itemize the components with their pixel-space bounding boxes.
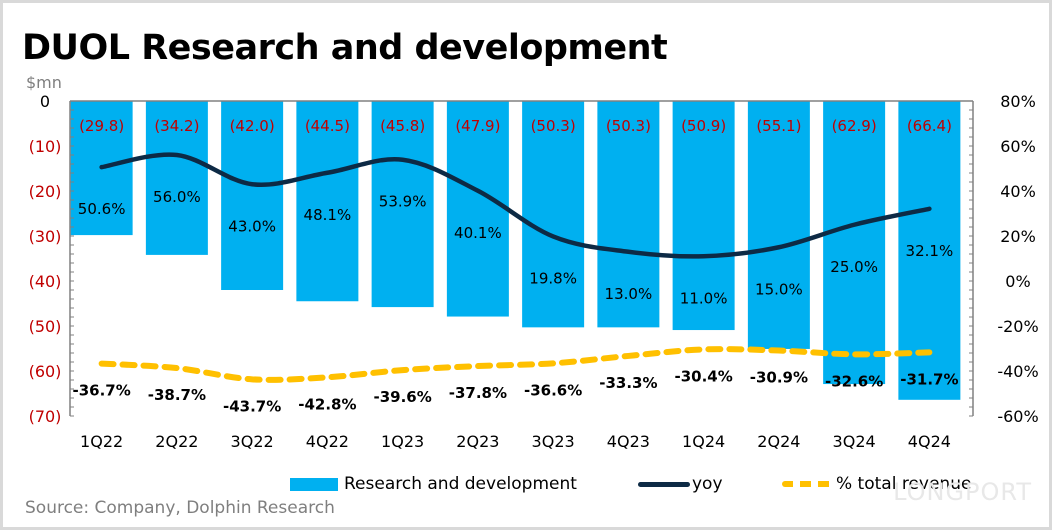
legend-item-rd: Research and development	[290, 473, 577, 495]
right-axis-tick-label: -20%	[997, 317, 1038, 336]
left-axis-tick-label: (60)	[29, 362, 62, 381]
revenue-value-label: -32.6%	[825, 372, 883, 390]
left-axis-unit: $mn	[26, 73, 62, 92]
bar-value-label: (34.2)	[154, 117, 199, 135]
left-axis-tick-label: (70)	[29, 407, 62, 426]
right-axis-tick-label: 40%	[1000, 182, 1036, 201]
yoy-value-label: 53.9%	[379, 193, 427, 211]
bar-rd	[823, 101, 886, 385]
revenue-value-label: -33.3%	[599, 374, 657, 392]
right-axis-tick-label: 80%	[1000, 92, 1036, 111]
bar-value-label: (50.9)	[681, 117, 726, 135]
revenue-value-label: -36.7%	[72, 382, 130, 400]
bar-rd	[446, 101, 509, 317]
legend-label-revenue: % total revenue	[836, 474, 972, 494]
legend-label-yoy: yoy	[692, 474, 723, 494]
yoy-value-label: 43.0%	[228, 217, 276, 235]
x-axis-tick-label: 4Q22	[306, 432, 349, 451]
revenue-value-label: -36.6%	[524, 381, 582, 399]
bar-value-label: (42.0)	[230, 117, 275, 135]
legend-item-yoy: yoy	[638, 473, 723, 495]
yoy-value-label: 48.1%	[304, 206, 352, 224]
yoy-value-label: 15.0%	[755, 280, 803, 298]
right-axis-tick-label: 20%	[1000, 227, 1036, 246]
right-axis-tick-label: -60%	[997, 407, 1038, 426]
x-axis-tick-label: 3Q22	[231, 432, 274, 451]
left-axis-tick-label: (50)	[29, 317, 62, 336]
bar-value-label: (62.9)	[832, 117, 877, 135]
bar-rd	[522, 101, 585, 328]
yoy-value-label: 32.1%	[906, 242, 954, 260]
revenue-value-label: -43.7%	[223, 397, 281, 415]
bar-rd	[747, 101, 810, 349]
x-axis-tick-label: 2Q23	[456, 432, 499, 451]
x-axis-tick-label: 1Q24	[682, 432, 725, 451]
bar-rd	[597, 101, 660, 328]
revenue-value-label: -42.8%	[298, 395, 356, 413]
left-axis-tick-label: 0	[40, 92, 50, 111]
left-axis-tick-label: (30)	[29, 227, 62, 246]
bar-value-label: (44.5)	[305, 117, 350, 135]
x-axis-tick-label: 1Q23	[381, 432, 424, 451]
revenue-dashed-line	[98, 346, 933, 383]
revenue-value-label: -30.9%	[750, 369, 808, 387]
bar-value-label: (50.3)	[606, 117, 651, 135]
bar-value-label: (55.1)	[756, 117, 801, 135]
x-axis-tick-label: 2Q24	[757, 432, 800, 451]
yoy-value-label: 25.0%	[830, 258, 878, 276]
yoy-value-label: 11.0%	[680, 289, 728, 307]
bar-rd	[145, 101, 208, 255]
bar-value-label: (29.8)	[79, 117, 124, 135]
yoy-value-label: 19.8%	[529, 269, 577, 287]
bar-rd	[672, 101, 735, 331]
revenue-value-label: -30.4%	[674, 367, 732, 385]
yoy-line	[99, 152, 932, 259]
right-axis-tick-label: 0%	[1005, 272, 1030, 291]
legend-dash-swatch	[782, 481, 834, 487]
yoy-value-label: 56.0%	[153, 188, 201, 206]
yoy-value-label: 13.0%	[605, 285, 653, 303]
legend-label-rd: Research and development	[344, 474, 577, 494]
bar-value-label: (66.4)	[907, 117, 952, 135]
x-axis-tick-label: 4Q23	[607, 432, 650, 451]
legend-line-swatch	[638, 481, 690, 487]
revenue-value-label: -38.7%	[148, 386, 206, 404]
revenue-value-label: -39.6%	[373, 388, 431, 406]
watermark-logo: LONGPORT	[893, 478, 1032, 506]
bar-value-label: (47.9)	[455, 117, 500, 135]
yoy-value-label: 40.1%	[454, 224, 502, 242]
revenue-value-label: -31.7%	[900, 370, 958, 388]
left-axis-tick-label: (40)	[29, 272, 62, 291]
legend-item-revenue: % total revenue	[782, 473, 971, 495]
x-axis-tick-label: 2Q22	[155, 432, 198, 451]
x-axis-tick-label: 4Q24	[908, 432, 951, 451]
revenue-value-label: -37.8%	[449, 384, 507, 402]
yoy-value-label: 50.6%	[78, 200, 126, 218]
left-axis-tick-label: (10)	[29, 137, 62, 156]
bar-rd	[371, 101, 434, 308]
bar-value-label: (50.3)	[531, 117, 576, 135]
chart-title: DUOL Research and development	[22, 28, 668, 68]
right-axis-tick-label: -40%	[997, 362, 1038, 381]
bar-rd	[296, 101, 359, 302]
x-axis-tick-label: 1Q22	[80, 432, 123, 451]
bar-rd	[221, 101, 284, 290]
right-axis-tick-label: 60%	[1000, 137, 1036, 156]
x-axis-tick-label: 3Q24	[833, 432, 876, 451]
x-axis-tick-label: 3Q23	[532, 432, 575, 451]
left-axis-tick-label: (20)	[29, 182, 62, 201]
bar-value-label: (45.8)	[380, 117, 425, 135]
source-note: Source: Company, Dolphin Research	[25, 498, 335, 518]
legend-bar-swatch	[290, 477, 338, 491]
